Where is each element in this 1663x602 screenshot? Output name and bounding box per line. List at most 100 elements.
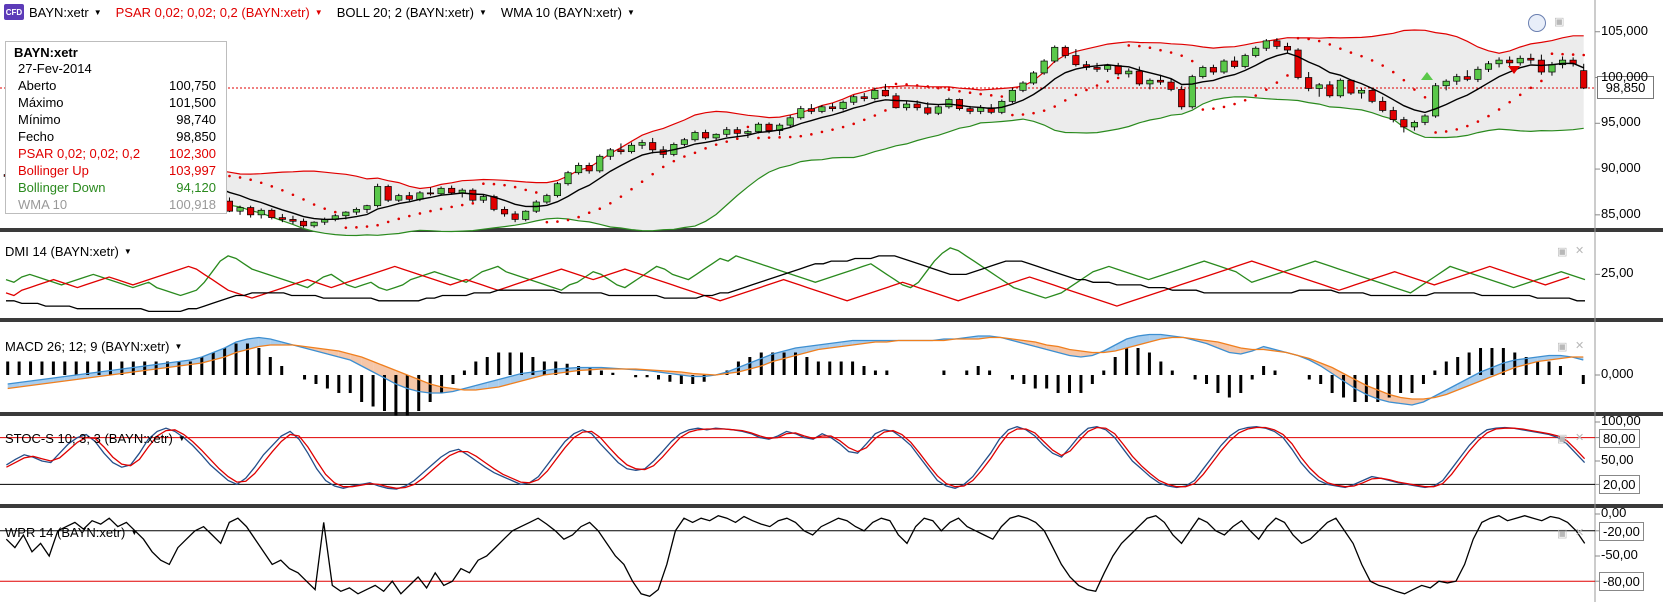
candle-body — [448, 187, 456, 194]
candle-body — [395, 195, 403, 201]
boll-label: BOLL 20; 2 (BAYN:xetr) — [336, 4, 474, 20]
info-label: WMA 10 — [18, 197, 68, 212]
stoc-panel-title[interactable]: STOC-S 10; 3; 3 (BAYN:xetr) ▼ — [5, 431, 186, 446]
macd-panel-title[interactable]: MACD 26; 12; 9 (BAYN:xetr) ▼ — [5, 339, 182, 354]
psar-dot — [1402, 78, 1406, 82]
info-value: 98,740 — [176, 112, 216, 127]
candle-body — [1061, 46, 1069, 56]
candle-body — [1410, 122, 1418, 128]
candle-body — [828, 106, 837, 109]
info-value: 100,918 — [169, 197, 216, 212]
stoc-close-icon[interactable]: ✕ — [1575, 432, 1585, 444]
info-value: 100,750 — [169, 78, 216, 93]
candle-body — [426, 192, 435, 195]
candle-body — [278, 217, 286, 220]
candle-body — [1220, 60, 1228, 73]
dmi-restore-icon[interactable]: ▣ — [1557, 246, 1568, 258]
restore-icon[interactable]: ▣ — [1554, 16, 1565, 28]
sell-signal-marker — [1508, 66, 1520, 74]
psar-indicator-menu[interactable]: PSAR 0,02; 0,02; 0,2 (BAYN:xetr) ▼ — [116, 5, 323, 20]
info-label: PSAR 0,02; 0,02; 0,2 — [18, 146, 141, 161]
clock-icon[interactable] — [1528, 14, 1546, 32]
candle-body — [924, 107, 932, 114]
info-row: Aberto 100,750 — [6, 77, 226, 94]
psar-dot — [619, 195, 623, 198]
macd-fill-segment — [236, 339, 248, 353]
psar-dot — [693, 151, 697, 155]
psar-dot — [513, 185, 517, 189]
psar-dot — [1455, 128, 1459, 131]
wpr-restore-icon[interactable]: ▣ — [1557, 528, 1568, 540]
macd-close-icon[interactable]: ✕ — [1575, 340, 1585, 352]
psar-dot — [820, 130, 824, 134]
candle-body — [564, 172, 572, 185]
candle-body — [1463, 76, 1471, 80]
candle-body — [797, 108, 805, 119]
chevron-down-icon: ▼ — [478, 7, 487, 17]
psar-dot — [291, 193, 295, 197]
candle-body — [680, 139, 688, 145]
candle-body — [1030, 72, 1038, 84]
candle-body — [268, 209, 276, 218]
psar-dot — [788, 135, 792, 139]
wpr-panel-title[interactable]: WPR 14 (BAYN:xetr) ▼ — [5, 525, 138, 540]
candle-body — [617, 149, 625, 153]
candle-body — [522, 210, 530, 220]
candle-body — [1495, 59, 1503, 65]
psar-dot — [344, 226, 348, 229]
psar-dot — [587, 211, 591, 215]
psar-dot — [672, 159, 676, 163]
macd-fill-segment — [1469, 372, 1481, 386]
psar-dot — [1391, 70, 1395, 74]
candle-body — [1125, 70, 1133, 75]
psar-dot — [1254, 94, 1258, 97]
psar-dot — [566, 218, 570, 222]
candle-body — [807, 108, 815, 112]
symbol-selector[interactable]: CFD BAYN:xetr ▼ — [4, 4, 102, 20]
macd-fill-segment — [795, 346, 807, 356]
candle-body — [469, 189, 477, 201]
candle-body — [881, 89, 889, 97]
macd-fill-segment — [1160, 334, 1173, 339]
macd-fill-segment — [1492, 363, 1504, 377]
candle-body — [1305, 77, 1313, 89]
psar-dot — [1000, 95, 1004, 98]
psar-dot — [1127, 44, 1131, 47]
psar-dot — [915, 84, 919, 87]
candle-body — [627, 144, 636, 153]
macd-fill-segment — [1035, 342, 1047, 350]
dmi-panel-title[interactable]: DMI 14 (BAYN:xetr) ▼ — [5, 244, 132, 259]
chart-header: CFD BAYN:xetr ▼ PSAR 0,02; 0,02; 0,2 (BA… — [0, 0, 635, 24]
macd-title-text: MACD 26; 12; 9 (BAYN:xetr) — [5, 339, 170, 354]
psar-dot — [1317, 39, 1321, 43]
candle-body — [1262, 40, 1270, 49]
dmi-close-icon[interactable]: ✕ — [1575, 245, 1585, 257]
wma-indicator-menu[interactable]: WMA 10 (BAYN:xetr) ▼ — [501, 5, 635, 20]
boll-indicator-menu[interactable]: BOLL 20; 2 (BAYN:xetr) ▼ — [337, 5, 487, 20]
psar-dot — [926, 85, 930, 88]
ohlc-info-box: BAYN:xetr 27-Fev-2014 Aberto 100,750 Máxi… — [5, 41, 227, 214]
candle-body — [1273, 40, 1281, 47]
candle-body — [1400, 119, 1408, 128]
stoc-restore-icon[interactable]: ▣ — [1557, 433, 1568, 445]
macd-fill-segment — [350, 354, 362, 366]
chevron-down-icon: ▼ — [130, 528, 139, 537]
psar-dot — [418, 212, 422, 215]
candle-body — [384, 186, 392, 201]
y-tick-label: -50,00 — [1601, 547, 1638, 562]
candle-body — [575, 165, 583, 174]
info-row: Bollinger Up 103,997 — [6, 162, 226, 179]
psar-dot — [1508, 100, 1511, 104]
macd-restore-icon[interactable]: ▣ — [1557, 341, 1568, 353]
candle-body — [1326, 84, 1334, 97]
candle-body — [1283, 46, 1292, 51]
candle-body — [1432, 85, 1440, 117]
psar-dot — [1466, 124, 1469, 128]
series-line — [6, 426, 1586, 490]
psar-dot — [577, 215, 580, 219]
psar-dot — [1381, 64, 1384, 67]
psar-dot — [873, 114, 877, 117]
psar-dot — [429, 209, 432, 213]
candle-body — [723, 129, 731, 135]
wpr-close-icon[interactable]: ✕ — [1575, 527, 1585, 539]
